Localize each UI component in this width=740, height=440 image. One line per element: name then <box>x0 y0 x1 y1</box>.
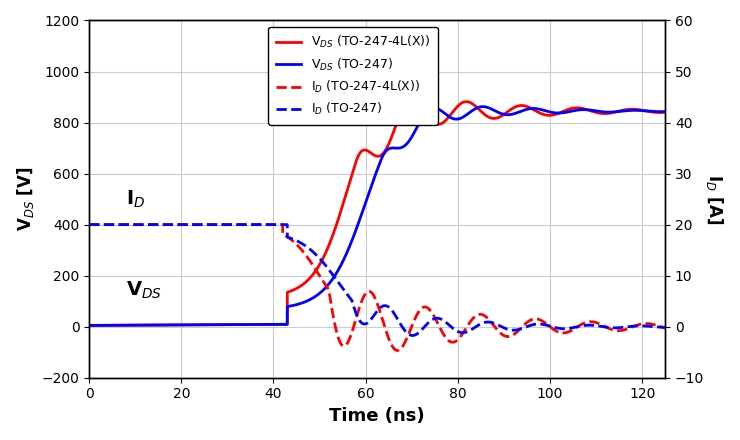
Y-axis label: I$_D$ [A]: I$_D$ [A] <box>704 174 725 224</box>
X-axis label: Time (ns): Time (ns) <box>329 407 425 425</box>
Text: I$_D$: I$_D$ <box>126 188 145 209</box>
Text: V$_{DS}$: V$_{DS}$ <box>126 280 162 301</box>
Y-axis label: V$_{DS}$ [V]: V$_{DS}$ [V] <box>15 167 36 231</box>
Legend: V$_{DS}$ (TO-247-4L(X)), V$_{DS}$ (TO-247), I$_D$ (TO-247-4L(X)), I$_D$ (TO-247): V$_{DS}$ (TO-247-4L(X)), V$_{DS}$ (TO-24… <box>268 27 438 125</box>
